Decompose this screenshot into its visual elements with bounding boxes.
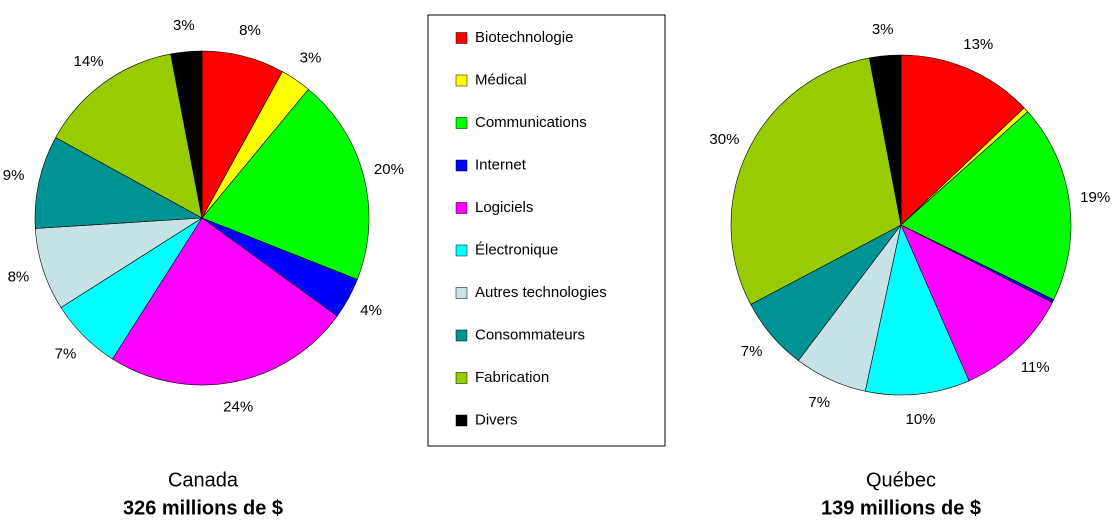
legend-label: Communications: [475, 114, 587, 131]
legend-label: Internet: [475, 156, 527, 173]
chart-subtitle: 139 millions de $: [821, 497, 981, 519]
chart-subtitle: 326 millions de $: [123, 497, 283, 519]
data-label: 9%: [3, 167, 25, 184]
legend-label: Fabrication: [475, 369, 549, 386]
legend-label: Autres technologies: [475, 284, 607, 301]
legend-label: Électronique: [475, 241, 558, 258]
pie-slice: [900, 111, 1072, 301]
pie-slice: [170, 50, 203, 219]
data-label: 7%: [808, 394, 830, 411]
legend-label: Divers: [475, 411, 518, 428]
legend-swatch: [455, 74, 468, 87]
legend-swatch: [455, 329, 468, 342]
legend-box: [427, 14, 666, 447]
data-label: 3%: [173, 17, 195, 34]
pie-slice: [112, 217, 338, 386]
chart-title: Canada: [168, 469, 239, 491]
data-label: 30%: [709, 131, 739, 148]
legend-swatch: [455, 159, 468, 172]
pie-slice: [730, 57, 902, 305]
legend-swatch: [455, 244, 468, 257]
pie-slice: [55, 53, 203, 219]
data-label: 11%: [1021, 359, 1050, 376]
data-label: 13%: [963, 36, 993, 53]
data-label: 24%: [223, 399, 253, 416]
legend-label: Consommateurs: [475, 326, 585, 343]
data-label: 8%: [8, 269, 30, 286]
legend-swatch: [455, 117, 468, 129]
data-label: 3%: [872, 21, 894, 38]
pie-slice: [869, 54, 902, 226]
legend-swatch: [455, 414, 468, 427]
legend-label: Biotechnologie: [475, 29, 573, 46]
pie-slice: [201, 88, 370, 280]
data-label: 10%: [905, 411, 935, 428]
data-label: 20%: [374, 161, 404, 178]
data-label: 14%: [74, 53, 104, 70]
data-label: 19%: [1080, 189, 1110, 206]
pie-slice: [900, 224, 1053, 382]
pie-slice: [900, 54, 1025, 226]
legend-swatch: [455, 287, 468, 299]
legend-swatch: [455, 372, 468, 384]
legend-label: Médical: [475, 71, 527, 88]
legend-label: Logiciels: [475, 199, 533, 216]
pie-slice: [864, 224, 970, 396]
data-label: 3%: [300, 49, 322, 66]
data-label: 4%: [360, 302, 382, 319]
data-label: 8%: [239, 22, 261, 39]
legend-swatch: [455, 202, 468, 214]
legend-swatch: [455, 32, 468, 44]
pie-slice: [34, 137, 204, 229]
chart-title: Québec: [866, 469, 936, 491]
data-label: 7%: [741, 343, 763, 360]
data-label: 7%: [55, 345, 77, 362]
